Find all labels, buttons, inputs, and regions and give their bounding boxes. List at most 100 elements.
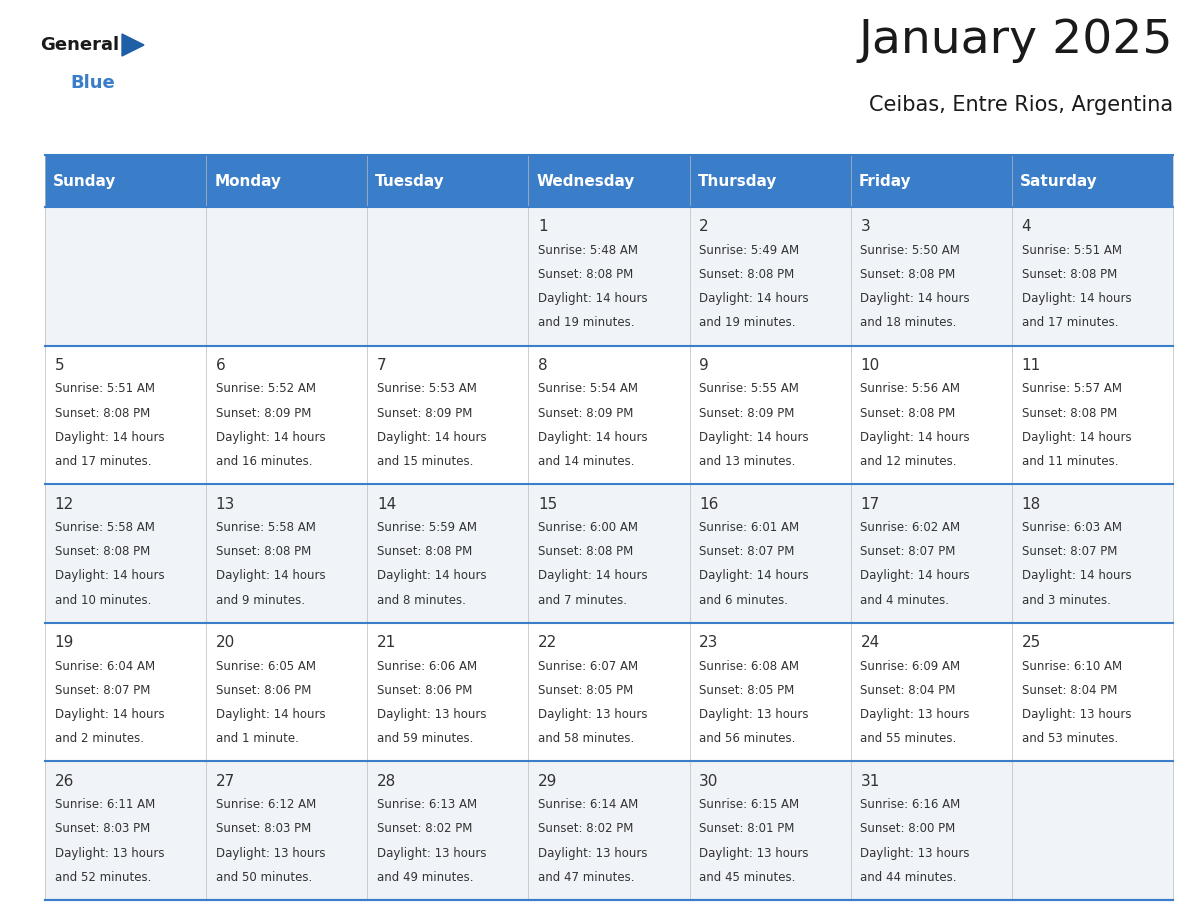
Text: and 45 minutes.: and 45 minutes. bbox=[700, 871, 796, 884]
Bar bbox=[45, 345, 207, 484]
Text: Sunrise: 6:00 AM: Sunrise: 6:00 AM bbox=[538, 521, 638, 534]
Text: Sunset: 8:06 PM: Sunset: 8:06 PM bbox=[377, 684, 473, 697]
Text: Daylight: 14 hours: Daylight: 14 hours bbox=[860, 569, 971, 582]
Text: Sunset: 8:08 PM: Sunset: 8:08 PM bbox=[377, 545, 472, 558]
Bar bbox=[851, 622, 1012, 761]
Text: Daylight: 14 hours: Daylight: 14 hours bbox=[216, 708, 326, 721]
Text: 11: 11 bbox=[1022, 358, 1041, 373]
Bar bbox=[529, 484, 689, 622]
Text: and 47 minutes.: and 47 minutes. bbox=[538, 871, 634, 884]
Text: and 14 minutes.: and 14 minutes. bbox=[538, 455, 634, 468]
Text: and 16 minutes.: and 16 minutes. bbox=[216, 455, 312, 468]
Text: 31: 31 bbox=[860, 774, 880, 789]
Bar bbox=[367, 622, 529, 761]
Bar bbox=[689, 207, 851, 345]
Text: Sunset: 8:09 PM: Sunset: 8:09 PM bbox=[377, 407, 473, 420]
Text: and 50 minutes.: and 50 minutes. bbox=[216, 871, 312, 884]
Text: Daylight: 14 hours: Daylight: 14 hours bbox=[700, 431, 809, 443]
Text: Daylight: 13 hours: Daylight: 13 hours bbox=[1022, 708, 1131, 721]
Text: Sunrise: 6:11 AM: Sunrise: 6:11 AM bbox=[55, 798, 154, 812]
Text: 27: 27 bbox=[216, 774, 235, 789]
Text: Sunrise: 6:08 AM: Sunrise: 6:08 AM bbox=[700, 659, 800, 673]
Text: and 52 minutes.: and 52 minutes. bbox=[55, 871, 151, 884]
Bar bbox=[529, 761, 689, 900]
Text: Sunrise: 5:51 AM: Sunrise: 5:51 AM bbox=[1022, 243, 1121, 257]
Text: Sunrise: 6:14 AM: Sunrise: 6:14 AM bbox=[538, 798, 638, 812]
Text: and 8 minutes.: and 8 minutes. bbox=[377, 594, 466, 607]
Bar bbox=[367, 484, 529, 622]
Text: Daylight: 14 hours: Daylight: 14 hours bbox=[55, 569, 164, 582]
Text: Sunset: 8:08 PM: Sunset: 8:08 PM bbox=[55, 407, 150, 420]
Text: 6: 6 bbox=[216, 358, 226, 373]
Text: Sunset: 8:08 PM: Sunset: 8:08 PM bbox=[1022, 407, 1117, 420]
Text: Sunset: 8:09 PM: Sunset: 8:09 PM bbox=[538, 407, 633, 420]
Text: 28: 28 bbox=[377, 774, 397, 789]
Bar bbox=[689, 345, 851, 484]
Text: 14: 14 bbox=[377, 497, 397, 511]
Text: Sunset: 8:08 PM: Sunset: 8:08 PM bbox=[860, 268, 955, 281]
Text: 15: 15 bbox=[538, 497, 557, 511]
Text: and 4 minutes.: and 4 minutes. bbox=[860, 594, 949, 607]
Text: Sunset: 8:02 PM: Sunset: 8:02 PM bbox=[538, 823, 633, 835]
Text: Blue: Blue bbox=[70, 74, 115, 92]
Bar bbox=[367, 207, 529, 345]
Text: Thursday: Thursday bbox=[697, 174, 777, 188]
Bar bbox=[689, 622, 851, 761]
Text: Sunrise: 6:06 AM: Sunrise: 6:06 AM bbox=[377, 659, 478, 673]
Text: 16: 16 bbox=[700, 497, 719, 511]
Text: and 58 minutes.: and 58 minutes. bbox=[538, 733, 634, 745]
Text: Sunset: 8:09 PM: Sunset: 8:09 PM bbox=[216, 407, 311, 420]
Bar bbox=[207, 761, 367, 900]
Text: Sunset: 8:03 PM: Sunset: 8:03 PM bbox=[55, 823, 150, 835]
Text: January 2025: January 2025 bbox=[859, 18, 1173, 63]
Text: and 56 minutes.: and 56 minutes. bbox=[700, 733, 796, 745]
Bar bbox=[529, 345, 689, 484]
Text: 30: 30 bbox=[700, 774, 719, 789]
Text: Sunrise: 6:05 AM: Sunrise: 6:05 AM bbox=[216, 659, 316, 673]
Text: Wednesday: Wednesday bbox=[537, 174, 634, 188]
Text: Sunrise: 5:52 AM: Sunrise: 5:52 AM bbox=[216, 382, 316, 396]
Text: 3: 3 bbox=[860, 219, 870, 234]
Text: Daylight: 13 hours: Daylight: 13 hours bbox=[538, 846, 647, 859]
Text: and 19 minutes.: and 19 minutes. bbox=[538, 317, 634, 330]
Bar bbox=[367, 345, 529, 484]
Text: and 59 minutes.: and 59 minutes. bbox=[377, 733, 473, 745]
Text: Daylight: 14 hours: Daylight: 14 hours bbox=[538, 431, 647, 443]
Text: Daylight: 14 hours: Daylight: 14 hours bbox=[55, 708, 164, 721]
Text: Sunrise: 5:55 AM: Sunrise: 5:55 AM bbox=[700, 382, 800, 396]
Text: Sunrise: 5:59 AM: Sunrise: 5:59 AM bbox=[377, 521, 476, 534]
Text: Daylight: 14 hours: Daylight: 14 hours bbox=[377, 569, 487, 582]
Text: Sunset: 8:06 PM: Sunset: 8:06 PM bbox=[216, 684, 311, 697]
Bar bbox=[529, 622, 689, 761]
Text: Daylight: 14 hours: Daylight: 14 hours bbox=[1022, 431, 1131, 443]
Text: 7: 7 bbox=[377, 358, 386, 373]
Text: Sunset: 8:05 PM: Sunset: 8:05 PM bbox=[700, 684, 795, 697]
Text: 8: 8 bbox=[538, 358, 548, 373]
Bar bbox=[207, 484, 367, 622]
Text: and 19 minutes.: and 19 minutes. bbox=[700, 317, 796, 330]
Text: 20: 20 bbox=[216, 635, 235, 650]
Polygon shape bbox=[122, 34, 144, 56]
Bar bbox=[207, 345, 367, 484]
Text: Sunrise: 5:51 AM: Sunrise: 5:51 AM bbox=[55, 382, 154, 396]
Text: Ceibas, Entre Rios, Argentina: Ceibas, Entre Rios, Argentina bbox=[868, 95, 1173, 115]
Text: and 1 minute.: and 1 minute. bbox=[216, 733, 298, 745]
Text: Sunset: 8:08 PM: Sunset: 8:08 PM bbox=[1022, 268, 1117, 281]
Text: 4: 4 bbox=[1022, 219, 1031, 234]
Bar bbox=[689, 484, 851, 622]
Text: Sunset: 8:08 PM: Sunset: 8:08 PM bbox=[55, 545, 150, 558]
Text: Sunrise: 6:03 AM: Sunrise: 6:03 AM bbox=[1022, 521, 1121, 534]
Text: Sunrise: 5:49 AM: Sunrise: 5:49 AM bbox=[700, 243, 800, 257]
Bar bbox=[1012, 761, 1173, 900]
Text: Sunset: 8:08 PM: Sunset: 8:08 PM bbox=[700, 268, 795, 281]
Text: Saturday: Saturday bbox=[1020, 174, 1098, 188]
Text: 26: 26 bbox=[55, 774, 74, 789]
Text: Sunset: 8:02 PM: Sunset: 8:02 PM bbox=[377, 823, 473, 835]
Text: 25: 25 bbox=[1022, 635, 1041, 650]
Text: Sunday: Sunday bbox=[53, 174, 116, 188]
Text: 18: 18 bbox=[1022, 497, 1041, 511]
Text: Daylight: 13 hours: Daylight: 13 hours bbox=[860, 846, 969, 859]
Text: 29: 29 bbox=[538, 774, 557, 789]
Text: Sunset: 8:04 PM: Sunset: 8:04 PM bbox=[860, 684, 956, 697]
Bar bbox=[1012, 622, 1173, 761]
